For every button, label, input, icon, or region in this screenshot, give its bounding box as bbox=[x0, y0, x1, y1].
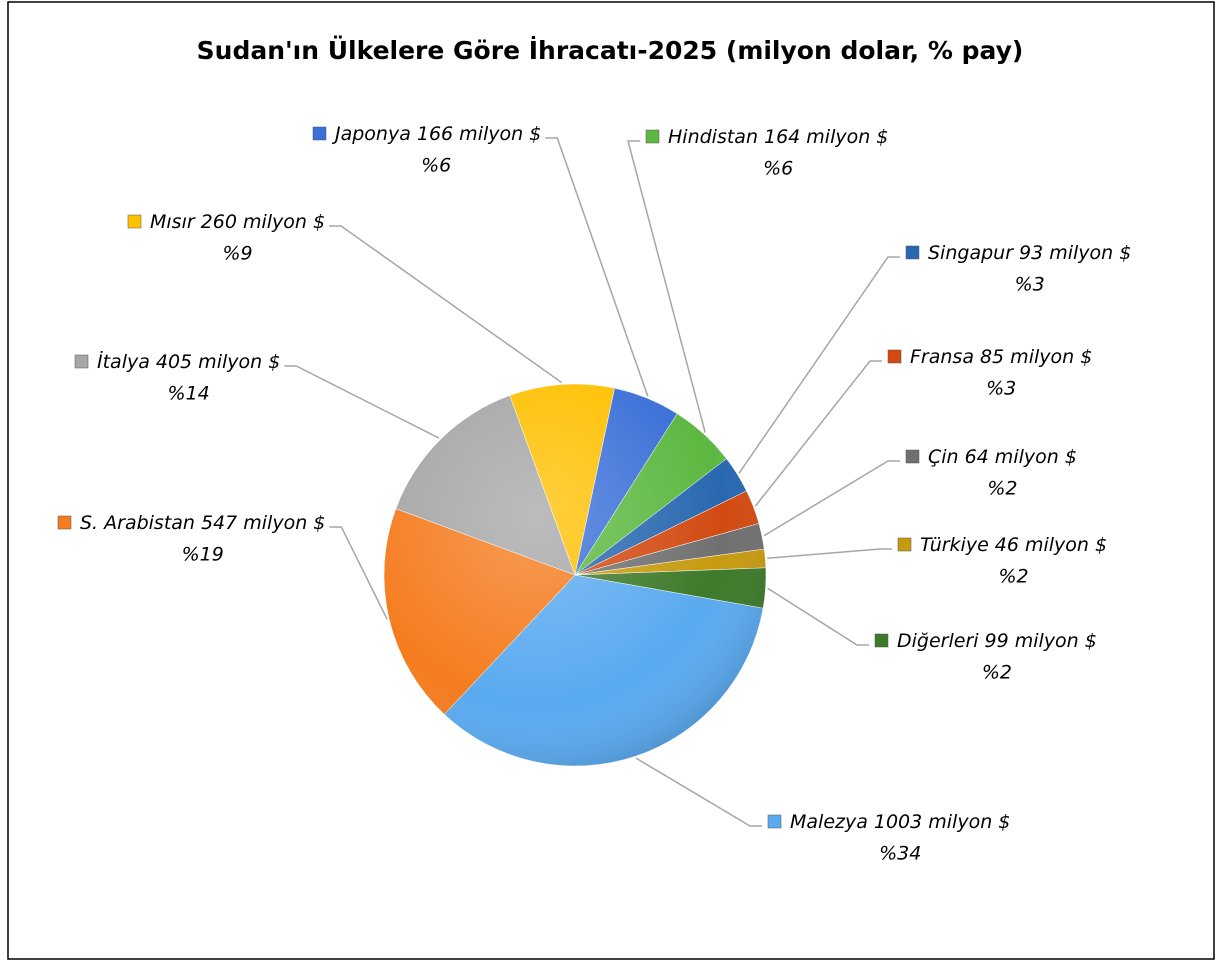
label-category: İtalya bbox=[97, 350, 150, 373]
legend-key bbox=[905, 245, 920, 260]
data-label: Mısır 260 milyon $ bbox=[150, 211, 325, 233]
percent-label: %19 bbox=[182, 544, 224, 566]
legend-key bbox=[74, 354, 89, 369]
leader-line bbox=[627, 140, 706, 433]
percent-label: %6 bbox=[421, 155, 451, 177]
label-category: Türkiye bbox=[920, 534, 989, 556]
label-value: 64 milyon $ bbox=[965, 446, 1077, 468]
label-value: 93 milyon $ bbox=[1019, 242, 1131, 264]
legend-key bbox=[645, 129, 660, 144]
legend-key bbox=[905, 449, 920, 464]
data-label: S. Arabistan 547 milyon $ bbox=[80, 512, 325, 534]
chart-title: Sudan'ın Ülkelere Göre İhracatı-2025 (mi… bbox=[197, 35, 1024, 65]
label-category: Hindistan bbox=[668, 126, 758, 148]
leader-line bbox=[738, 256, 900, 474]
legend-key bbox=[874, 633, 889, 648]
label-category: S. Arabistan bbox=[80, 512, 195, 534]
label-category: Mısır bbox=[150, 211, 196, 233]
label-category: Çin bbox=[928, 446, 959, 468]
label-category: Singapur bbox=[928, 242, 1014, 264]
data-label: Türkiye 46 milyon $ bbox=[920, 534, 1107, 556]
label-value: 166 milyon $ bbox=[417, 123, 541, 145]
percent-label: %3 bbox=[986, 378, 1016, 400]
percent-label: %3 bbox=[1015, 274, 1045, 296]
leader-line bbox=[329, 225, 562, 384]
leader-line bbox=[635, 757, 762, 827]
label-value: 405 milyon $ bbox=[156, 351, 280, 373]
label-value: 46 milyon $ bbox=[995, 534, 1107, 556]
data-label: Malezya 1003 milyon $ bbox=[790, 811, 1010, 833]
legend-key bbox=[897, 537, 912, 552]
leader-line bbox=[754, 360, 882, 507]
leader-line bbox=[284, 365, 440, 439]
data-label: Singapur 93 milyon $ bbox=[928, 242, 1131, 264]
legend-key bbox=[312, 126, 327, 141]
data-label: İtalya 405 milyon $ bbox=[97, 350, 280, 373]
percent-label: %2 bbox=[987, 478, 1017, 500]
leader-line bbox=[329, 526, 388, 620]
label-category: Diğerleri bbox=[897, 630, 979, 652]
percent-label: %34 bbox=[879, 843, 921, 865]
label-value: 99 milyon $ bbox=[985, 630, 1097, 652]
label-value: 260 milyon $ bbox=[201, 211, 325, 233]
legend-key bbox=[127, 214, 142, 229]
data-label: Diğerleri 99 milyon $ bbox=[897, 630, 1097, 652]
percent-label: %6 bbox=[763, 158, 793, 180]
label-value: 164 milyon $ bbox=[764, 126, 888, 148]
leader-line bbox=[767, 587, 869, 646]
data-label: Japonya 166 milyon $ bbox=[331, 123, 541, 145]
label-value: 1003 milyon $ bbox=[874, 811, 1011, 833]
data-label: Çin 64 milyon $ bbox=[928, 446, 1077, 468]
percent-label: %2 bbox=[982, 662, 1012, 684]
percent-label: %9 bbox=[222, 243, 252, 265]
label-value: 547 milyon $ bbox=[201, 512, 325, 534]
label-category: Fransa bbox=[910, 346, 974, 368]
data-label: Fransa 85 milyon $ bbox=[910, 346, 1092, 368]
percent-label: %14 bbox=[168, 383, 210, 405]
legend-key bbox=[887, 349, 902, 364]
leader-line bbox=[763, 460, 900, 537]
label-category: Japonya bbox=[331, 123, 411, 145]
leader-line bbox=[545, 137, 649, 397]
percent-label: %2 bbox=[998, 566, 1028, 588]
data-label: Hindistan 164 milyon $ bbox=[668, 126, 888, 148]
legend-key bbox=[767, 814, 782, 829]
legend-key bbox=[57, 515, 72, 530]
label-category: Malezya bbox=[790, 811, 868, 833]
leader-line bbox=[767, 548, 892, 559]
label-value: 85 milyon $ bbox=[980, 346, 1092, 368]
